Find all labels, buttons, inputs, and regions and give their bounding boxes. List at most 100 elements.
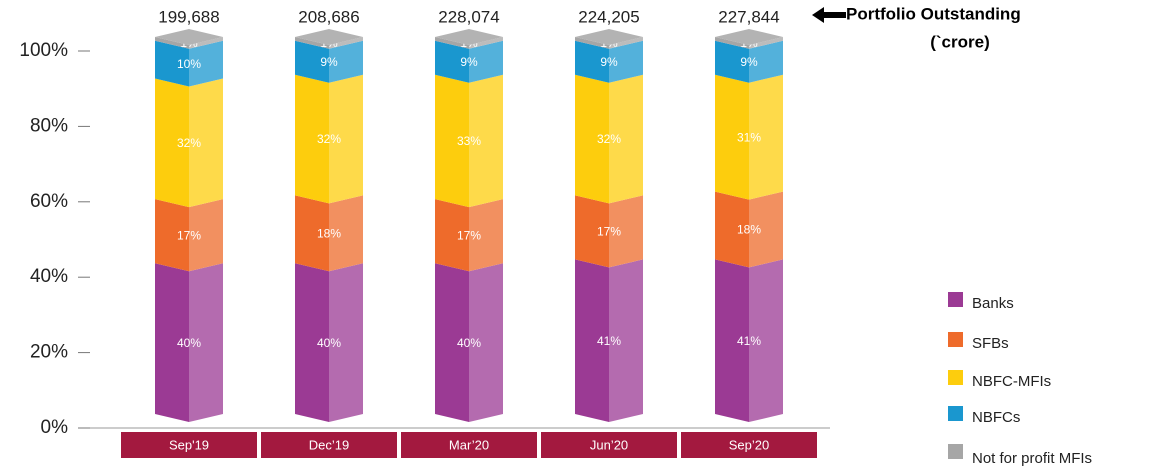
data-label: 32% — [177, 136, 201, 150]
bar-face — [189, 37, 223, 49]
bar-face — [435, 199, 469, 272]
category-box — [401, 432, 537, 458]
bar-face — [189, 263, 223, 422]
legend-label: Not for profit MFIs — [972, 450, 1092, 467]
category-box — [681, 432, 817, 458]
bar-face — [329, 263, 363, 422]
bar-face — [155, 37, 189, 49]
total-label: 199,688 — [158, 7, 219, 26]
data-label: 40% — [177, 336, 201, 350]
bar-segment — [155, 78, 223, 208]
bar-face — [435, 263, 469, 422]
data-label: 32% — [597, 132, 621, 146]
data-label: 41% — [737, 334, 761, 348]
legend-swatch — [948, 292, 963, 307]
bar-face — [295, 37, 329, 49]
bar-segment — [435, 263, 503, 422]
bar-face — [189, 40, 223, 87]
bar-face — [469, 199, 503, 272]
bar-face — [295, 74, 329, 204]
bar-face — [435, 74, 469, 208]
bar-face — [189, 199, 223, 272]
bar-face — [329, 40, 363, 83]
total-label: 208,686 — [298, 7, 359, 26]
bar-segment — [155, 263, 223, 422]
bar-face — [749, 40, 783, 83]
bar-face — [715, 37, 749, 49]
data-label: 41% — [597, 334, 621, 348]
data-label: 9% — [740, 55, 758, 69]
bar-face — [329, 74, 363, 204]
data-label: 9% — [460, 55, 478, 69]
data-label: 18% — [317, 226, 341, 240]
legend-swatch — [948, 370, 963, 385]
bar-cap — [435, 29, 503, 45]
bar-face — [189, 78, 223, 208]
bar-segment — [295, 37, 363, 49]
bar-face — [575, 37, 609, 49]
data-label: 9% — [320, 55, 338, 69]
bar-face — [749, 37, 783, 49]
bar-face — [155, 199, 189, 272]
bar-face — [329, 37, 363, 49]
x-tick-label: Sep'19 — [169, 437, 209, 452]
total-label: 227,844 — [718, 7, 779, 26]
total-label: 224,205 — [578, 7, 639, 26]
bar-face — [155, 40, 189, 87]
bar-face — [609, 40, 643, 83]
legend-label: NBFC-MFIs — [972, 373, 1051, 390]
bar-face — [749, 191, 783, 268]
y-tick-label: 40% — [30, 266, 68, 287]
bar-face — [575, 74, 609, 204]
bar-face — [295, 195, 329, 272]
total-label: 228,074 — [438, 7, 499, 26]
y-tick-label: 100% — [19, 40, 68, 61]
bar-segment — [295, 263, 363, 422]
bar-face — [469, 37, 503, 49]
bar-face — [575, 259, 609, 422]
bar-segment — [575, 40, 643, 83]
y-tick-label: 0% — [41, 417, 69, 438]
bar-face — [609, 37, 643, 49]
bar-face — [469, 263, 503, 422]
legend-swatch — [948, 444, 963, 459]
bar-segment — [155, 40, 223, 87]
bar-segment — [575, 37, 643, 49]
bar-face — [609, 259, 643, 422]
annotation-title: Portfolio Outstanding — [846, 4, 1021, 23]
bar-segment — [575, 195, 643, 268]
data-label: 17% — [457, 228, 481, 242]
data-label: 10% — [177, 57, 201, 71]
bar-face — [435, 40, 469, 83]
bar-face — [715, 191, 749, 268]
bar-segment — [575, 74, 643, 204]
bar-segment — [295, 40, 363, 83]
x-tick-label: Sep’20 — [729, 437, 769, 452]
bar-face — [609, 195, 643, 268]
bar-face — [715, 74, 749, 200]
bar-cap — [575, 29, 643, 45]
bar-segment — [435, 74, 503, 208]
bar-face — [469, 74, 503, 208]
bar-face — [715, 259, 749, 422]
bar-face — [155, 78, 189, 208]
x-tick-label: Jun’20 — [590, 437, 628, 452]
legend-label: Banks — [972, 295, 1014, 312]
bar-segment — [295, 195, 363, 272]
bar-face — [329, 195, 363, 272]
bar-face — [295, 263, 329, 422]
bar-segment — [715, 40, 783, 83]
annotation-arrow — [812, 7, 846, 23]
bar-segment — [155, 199, 223, 272]
legend-label: NBFCs — [972, 409, 1020, 426]
bar-segment — [295, 74, 363, 204]
legend-swatch — [948, 332, 963, 347]
data-label: 32% — [317, 132, 341, 146]
bar-segment — [435, 199, 503, 272]
x-tick-label: Mar’20 — [449, 437, 489, 452]
category-box — [541, 432, 677, 458]
data-label: 33% — [457, 134, 481, 148]
data-label: 18% — [737, 223, 761, 237]
bar-segment — [435, 37, 503, 49]
